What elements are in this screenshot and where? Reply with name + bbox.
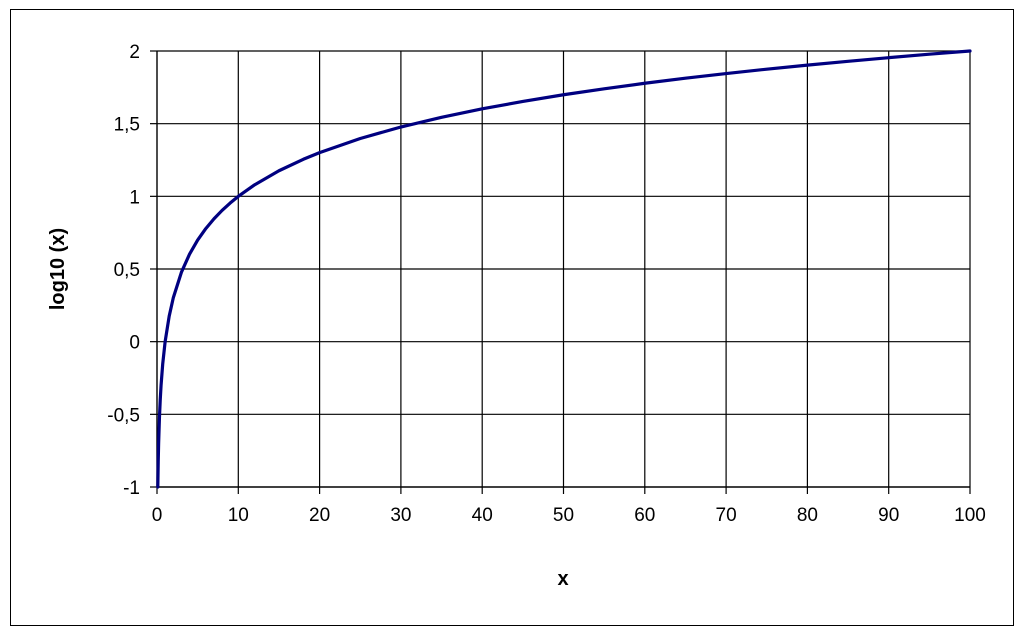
y-tick-label: 0,5 bbox=[114, 260, 140, 281]
y-axis-title: log10 (x) bbox=[47, 228, 69, 310]
x-axis-title: x bbox=[557, 568, 568, 590]
x-tick-label: 90 bbox=[878, 505, 899, 526]
chart-frame bbox=[10, 9, 1014, 626]
x-tick-label: 60 bbox=[634, 505, 655, 526]
x-tick-label: 40 bbox=[472, 505, 493, 526]
y-tick-label: 1 bbox=[129, 187, 140, 208]
series-layer bbox=[156, 49, 972, 489]
gridlines bbox=[157, 50, 971, 487]
x-tick-label: 10 bbox=[228, 505, 249, 526]
axes bbox=[150, 50, 971, 494]
y-tick-label: 1,5 bbox=[114, 115, 140, 136]
x-tick-label: 30 bbox=[390, 505, 411, 526]
x-tick-labels: 0 10 20 30 40 50 60 70 80 90 100 bbox=[152, 505, 986, 526]
y-tick-label: -0,5 bbox=[107, 405, 140, 426]
y-tick-label: 0 bbox=[129, 333, 140, 354]
y-tick-labels: -1 -0,5 0 0,5 1 1,5 2 bbox=[107, 42, 140, 499]
x-tick-label: 0 bbox=[152, 505, 163, 526]
x-tick-label: 100 bbox=[954, 505, 986, 526]
y-tick-label: 2 bbox=[129, 42, 140, 63]
series-line-log10 bbox=[156, 49, 972, 489]
x-tick-label: 50 bbox=[553, 505, 574, 526]
x-tick-label: 20 bbox=[309, 505, 330, 526]
x-tick-label: 80 bbox=[797, 505, 818, 526]
y-tick-label: -1 bbox=[123, 478, 140, 499]
x-tick-label: 70 bbox=[716, 505, 737, 526]
